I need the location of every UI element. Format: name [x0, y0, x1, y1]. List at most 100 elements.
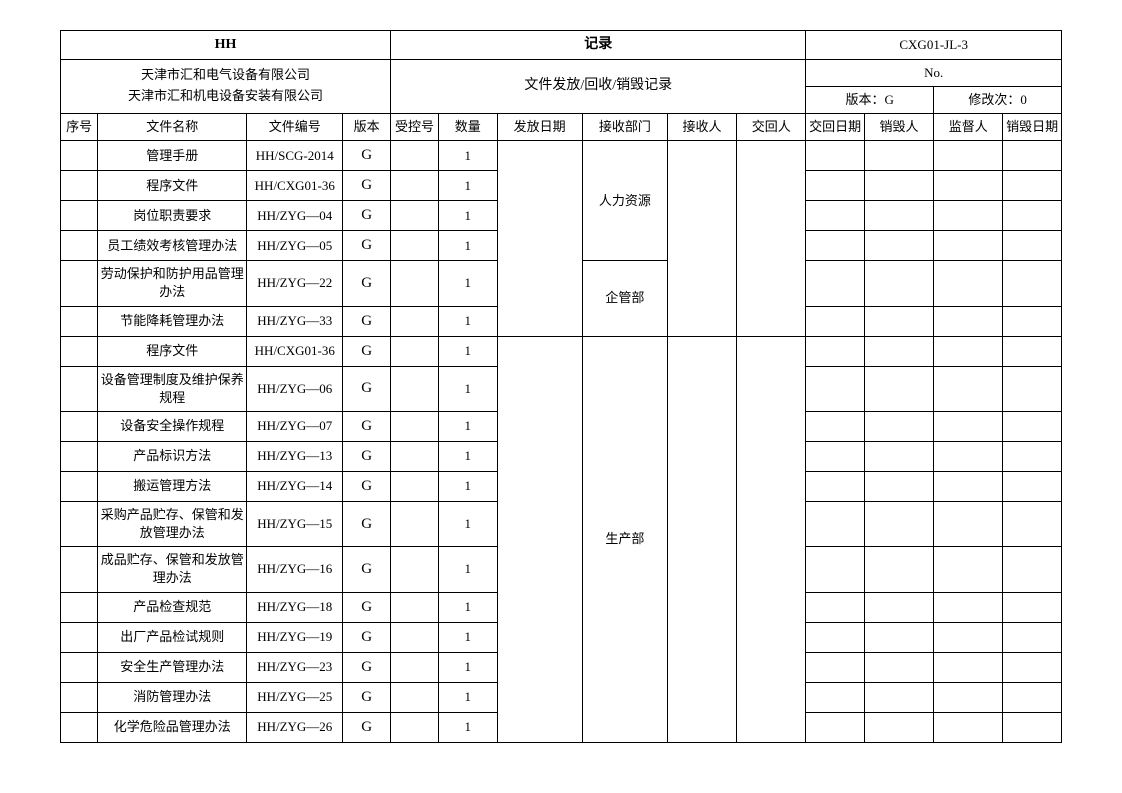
doc-version: G [343, 592, 391, 622]
no-label: No. [806, 59, 1062, 86]
doc-code: HH/ZYG—22 [247, 261, 343, 306]
doc-version: G [343, 201, 391, 231]
doc-name: 化学危险品管理办法 [98, 712, 247, 742]
doc-version: G [343, 547, 391, 592]
col-receiver: 接收人 [667, 113, 736, 140]
dept-qg: 企管部 [582, 261, 667, 336]
doc-code: HH/ZYG—18 [247, 592, 343, 622]
doc-version: G [343, 652, 391, 682]
doc-version: G [343, 441, 391, 471]
doc-qty: 1 [438, 141, 497, 171]
doc-qty: 1 [438, 366, 497, 411]
doc-version: G [343, 336, 391, 366]
col-supervisor: 监督人 [934, 113, 1003, 140]
doc-qty: 1 [438, 261, 497, 306]
col-dept: 接收部门 [582, 113, 667, 140]
doc-version: G [343, 712, 391, 742]
doc-qty: 1 [438, 201, 497, 231]
doc-name: 劳动保护和防护用品管理办法 [98, 261, 247, 306]
doc-name: 消防管理办法 [98, 682, 247, 712]
doc-name: 员工绩效考核管理办法 [98, 231, 247, 261]
doc-qty: 1 [438, 441, 497, 471]
doc-code: HH/ZYG—25 [247, 682, 343, 712]
doc-version: G [343, 261, 391, 306]
doc-version: G [343, 231, 391, 261]
doc-qty: 1 [438, 652, 497, 682]
doc-code: HH/ZYG—33 [247, 306, 343, 336]
doc-version: G [343, 682, 391, 712]
col-code: 文件编号 [247, 113, 343, 140]
doc-name: 出厂产品检试规则 [98, 622, 247, 652]
column-headers: 序号 文件名称 文件编号 版本 受控号 数量 发放日期 接收部门 接收人 交回人… [61, 113, 1062, 140]
revision-label: 修改次：0 [934, 86, 1062, 113]
doc-code: HH/ZYG—23 [247, 652, 343, 682]
doc-code: HH/SCG-2014 [247, 141, 343, 171]
doc-name: 设备管理制度及维护保养规程 [98, 366, 247, 411]
doc-version: G [343, 471, 391, 501]
col-version: 版本 [343, 113, 391, 140]
doc-name: 搬运管理方法 [98, 471, 247, 501]
doc-name: 安全生产管理办法 [98, 652, 247, 682]
doc-qty: 1 [438, 231, 497, 261]
doc-name: 产品标识方法 [98, 441, 247, 471]
doc-version: G [343, 171, 391, 201]
doc-qty: 1 [438, 592, 497, 622]
doc-code: HH/ZYG—06 [247, 366, 343, 411]
dept-prod: 生产部 [582, 336, 667, 742]
doc-code: HH/ZYG—15 [247, 501, 343, 546]
doc-version: G [343, 501, 391, 546]
table-row: 程序文件 HH/CXG01-36 G 1 生产部 [61, 336, 1062, 366]
col-qty: 数量 [438, 113, 497, 140]
doc-qty: 1 [438, 501, 497, 546]
doc-qty: 1 [438, 471, 497, 501]
col-seq: 序号 [61, 113, 98, 140]
col-release-date: 发放日期 [497, 113, 582, 140]
col-deliverer: 交回人 [737, 113, 806, 140]
doc-name: 采购产品贮存、保管和发放管理办法 [98, 501, 247, 546]
doc-qty: 1 [438, 682, 497, 712]
doc-name: 管理手册 [98, 141, 247, 171]
doc-name: 岗位职责要求 [98, 201, 247, 231]
doc-code: HH/ZYG—07 [247, 411, 343, 441]
doc-version: G [343, 306, 391, 336]
doc-number: CXG01-JL-3 [806, 31, 1062, 60]
col-destroyer: 销毁人 [864, 113, 933, 140]
release-date-span [497, 141, 582, 336]
subtitle: 文件发放/回收/销毁记录 [391, 59, 806, 113]
release-date-span-2 [497, 336, 582, 742]
doc-version: G [343, 411, 391, 441]
company-code: HH [61, 31, 391, 60]
table-row: 管理手册 HH/SCG-2014 G 1 人力资源 [61, 141, 1062, 171]
doc-name: 设备安全操作规程 [98, 411, 247, 441]
doc-name: 程序文件 [98, 171, 247, 201]
doc-name: 节能降耗管理办法 [98, 306, 247, 336]
doc-code: HH/ZYG—04 [247, 201, 343, 231]
doc-qty: 1 [438, 712, 497, 742]
doc-qty: 1 [438, 411, 497, 441]
doc-name: 产品检查规范 [98, 592, 247, 622]
doc-qty: 1 [438, 547, 497, 592]
doc-version: G [343, 366, 391, 411]
record-label: 记录 [391, 31, 806, 60]
company-names: 天津市汇和电气设备有限公司 天津市汇和机电设备安装有限公司 [61, 59, 391, 113]
doc-code: HH/CXG01-36 [247, 336, 343, 366]
doc-qty: 1 [438, 306, 497, 336]
doc-version: G [343, 141, 391, 171]
doc-qty: 1 [438, 336, 497, 366]
doc-code: HH/CXG01-36 [247, 171, 343, 201]
header-row-2: 天津市汇和电气设备有限公司 天津市汇和机电设备安装有限公司 文件发放/回收/销毁… [61, 59, 1062, 86]
record-table: HH 记录 CXG01-JL-3 天津市汇和电气设备有限公司 天津市汇和机电设备… [60, 30, 1062, 743]
version-label: 版本：G [806, 86, 934, 113]
doc-code: HH/ZYG—16 [247, 547, 343, 592]
doc-code: HH/ZYG—26 [247, 712, 343, 742]
company-line1: 天津市汇和电气设备有限公司 [63, 65, 388, 86]
doc-name: 程序文件 [98, 336, 247, 366]
doc-code: HH/ZYG—14 [247, 471, 343, 501]
doc-code: HH/ZYG—13 [247, 441, 343, 471]
doc-code: HH/ZYG—19 [247, 622, 343, 652]
col-return-date: 交回日期 [806, 113, 865, 140]
col-name: 文件名称 [98, 113, 247, 140]
doc-qty: 1 [438, 622, 497, 652]
col-control: 受控号 [391, 113, 439, 140]
doc-qty: 1 [438, 171, 497, 201]
